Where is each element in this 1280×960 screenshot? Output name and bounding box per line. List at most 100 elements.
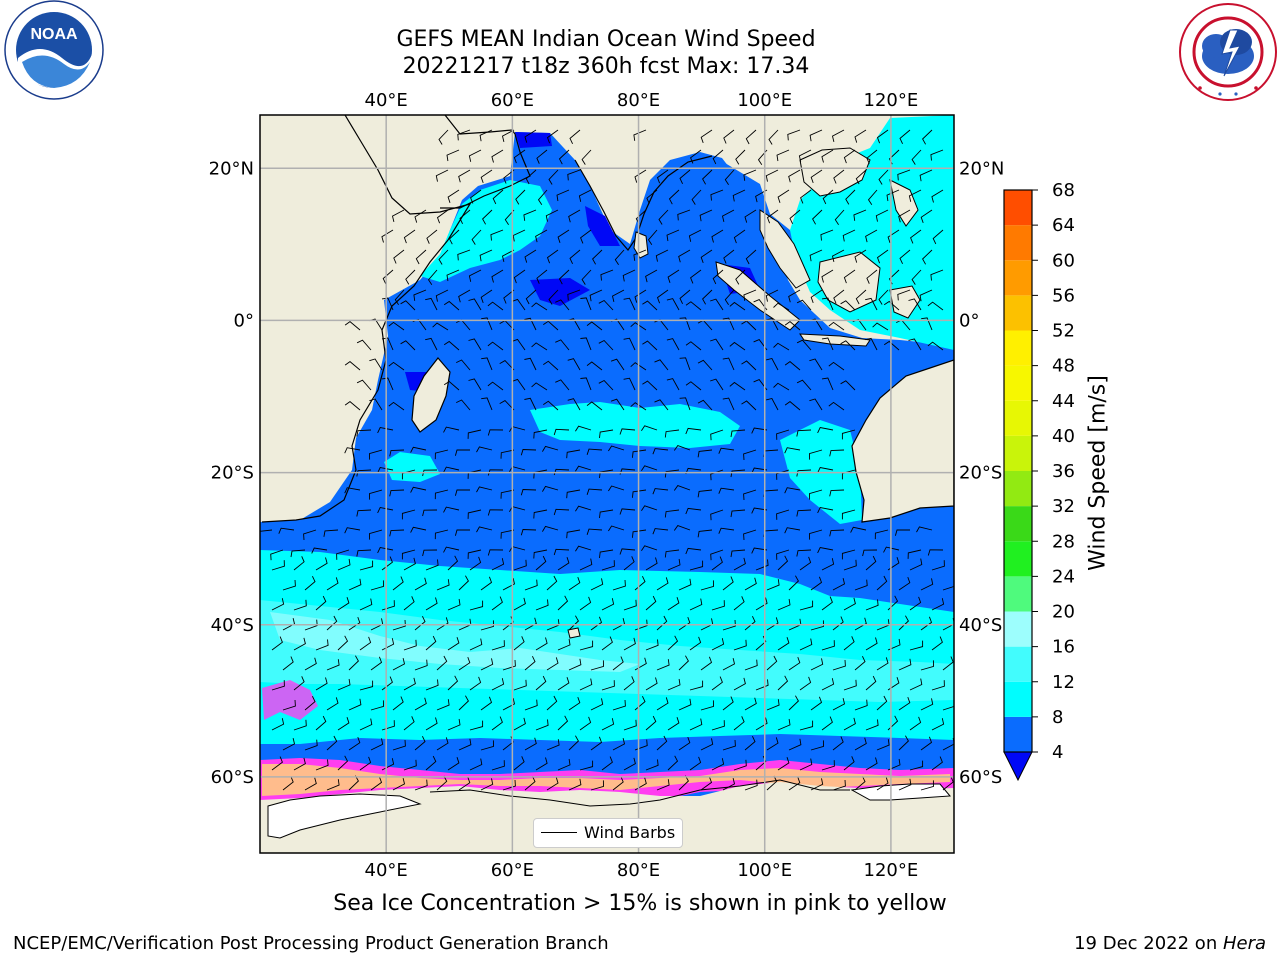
- wind-barb: [810, 778, 824, 791]
- wind-barb: [689, 680, 704, 691]
- wind-barb: [601, 598, 615, 611]
- wind-barb: [931, 560, 945, 571]
- wind-barb: [403, 639, 417, 651]
- wind-barb: [260, 529, 273, 532]
- wind-barb: [535, 675, 547, 691]
- lon-label-top-2: 80°E: [617, 90, 660, 111]
- wind-barb: [476, 486, 493, 493]
- wind-barb: [652, 488, 669, 495]
- wind-barb: [865, 297, 878, 311]
- wind-barb: [744, 209, 757, 223]
- wind-barb: [410, 486, 427, 493]
- wind-barbs-legend: Wind Barbs: [533, 818, 683, 848]
- wind-barb: [679, 169, 691, 184]
- wind-barb: [487, 381, 504, 391]
- africa-coastline: [261, 115, 472, 523]
- wind-barb: [755, 717, 768, 731]
- wind-barb: [467, 429, 482, 439]
- wind-barb: [467, 509, 482, 519]
- wind-barb: [586, 528, 603, 535]
- wind-barb: [533, 549, 548, 559]
- colorbar-tick-13: 56: [1052, 285, 1075, 306]
- wind-barb: [579, 678, 593, 691]
- wind-barb: [667, 635, 679, 651]
- wind-barb: [468, 338, 482, 351]
- wind-barb: [678, 655, 689, 671]
- wind-barb: [630, 322, 647, 331]
- wind-barb: [909, 716, 922, 731]
- wind-barb: [776, 509, 790, 520]
- wind-barb: [599, 549, 614, 559]
- wind-barb: [511, 338, 526, 351]
- wind-barb: [922, 249, 933, 265]
- footer-host: Hera: [1222, 933, 1266, 954]
- wind-barb: [403, 557, 416, 571]
- wind-barb: [500, 449, 515, 459]
- wind-barb: [470, 189, 482, 204]
- wind-barb: [829, 489, 845, 497]
- wind-barb: [436, 775, 448, 791]
- colorbar-tick-5: 24: [1052, 566, 1075, 587]
- wind-barb: [548, 289, 559, 305]
- wind-barb: [832, 779, 846, 791]
- wind-barb: [359, 680, 374, 691]
- wind-barb: [443, 546, 460, 553]
- wind-barb: [711, 229, 724, 243]
- wind-barb: [304, 739, 318, 751]
- wind-barb: [652, 448, 669, 455]
- footer-date-text: 19 Dec 2022 on: [1074, 933, 1223, 954]
- colorbar-segment-6: [1004, 506, 1032, 542]
- colorbar-segment-0: [1004, 716, 1032, 752]
- wind-barb: [788, 695, 799, 711]
- wind-barb: [480, 778, 494, 791]
- wind-barb: [832, 577, 846, 591]
- wind-barb: [524, 699, 538, 711]
- wind-barb: [666, 229, 680, 242]
- wind-barb: [876, 739, 890, 751]
- wind-barb: [389, 449, 405, 457]
- wind-barb: [679, 397, 691, 411]
- wind-barb: [599, 429, 614, 439]
- wind-barb: [776, 549, 790, 560]
- wind-barb: [751, 507, 768, 514]
- wind-barb: [459, 209, 471, 224]
- wind-barb: [809, 358, 823, 371]
- colorbar: [1003, 189, 1033, 782]
- wind-barb: [765, 289, 779, 302]
- wind-barb: [434, 449, 449, 460]
- wind-barb: [711, 758, 725, 771]
- wind-barb: [501, 129, 515, 143]
- wind-barb: [524, 317, 537, 331]
- wind-barb: [567, 398, 581, 411]
- wind-barb: [502, 697, 516, 711]
- wind-barb: [733, 229, 746, 244]
- wind-barb: [542, 485, 559, 492]
- wind-barb: [443, 380, 460, 391]
- wind-barb: [733, 759, 747, 771]
- wind-barb: [359, 598, 373, 611]
- wind-barb: [601, 560, 615, 571]
- wind-barb: [443, 466, 460, 473]
- wind-barb: [282, 656, 294, 671]
- wind-barb: [799, 600, 814, 611]
- wind-barb: [348, 698, 362, 711]
- wind-barb: [841, 509, 856, 520]
- wind-barb: [323, 529, 339, 537]
- wind-barb: [796, 429, 812, 437]
- wind-barb: [678, 249, 691, 263]
- wind-barb: [410, 526, 427, 533]
- wind-barb: [688, 229, 702, 242]
- wind-barb: [743, 289, 757, 301]
- wind-barb: [730, 509, 746, 518]
- wind-barb: [841, 429, 856, 440]
- wind-barb: [590, 736, 603, 751]
- wind-barb: [304, 657, 317, 671]
- wind-barb: [899, 249, 911, 264]
- wind-barb: [382, 269, 394, 285]
- latitude-labels-left: 20°N 0° 20°S 40°S 60°S: [209, 158, 254, 788]
- wind-barb: [784, 527, 801, 534]
- wind-barb: [700, 700, 714, 711]
- wind-barb: [531, 302, 548, 311]
- wind-barb: [487, 341, 504, 351]
